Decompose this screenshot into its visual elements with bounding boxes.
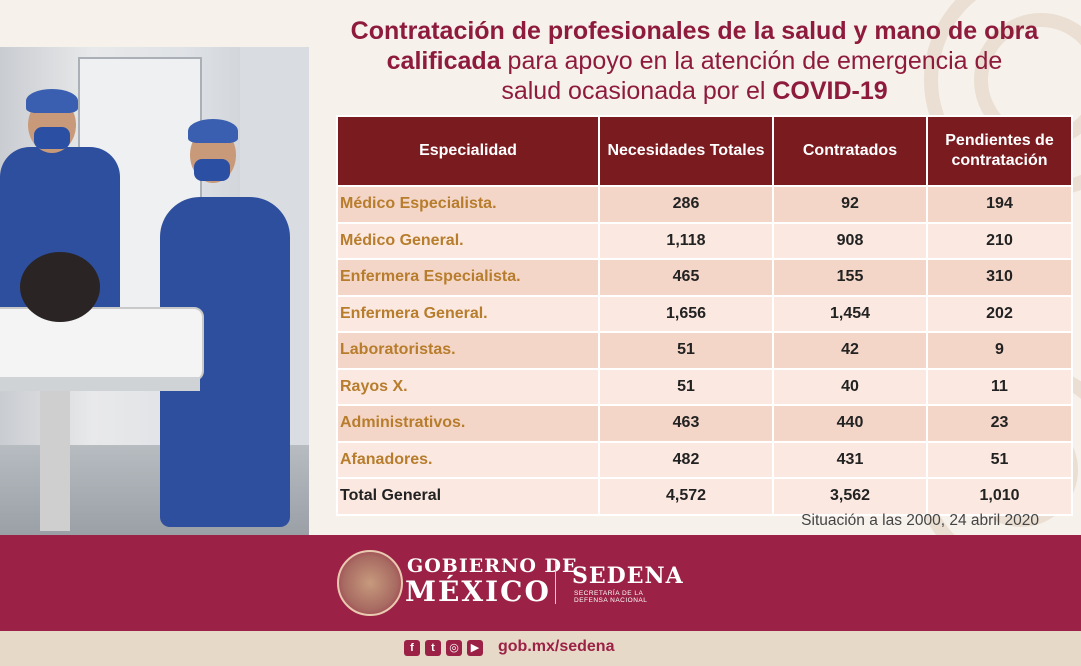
footer-divider (555, 560, 556, 604)
row-contratados: 440 (772, 404, 928, 443)
row-name: Rayos X. (336, 367, 600, 406)
title-line2-rest: para apoyo en la atención de emergencia … (500, 47, 1003, 75)
row-name: Enfermera Especialista. (336, 258, 600, 297)
mexico-label: MÉXICO (405, 575, 551, 608)
table-row: Laboratoristas. 51 42 9 (336, 331, 1073, 370)
total-pendientes: 1,010 (926, 477, 1073, 516)
header-necesidades: Necesidades Totales (598, 115, 774, 187)
page-title: Contratación de profesionales de la salu… (322, 16, 1067, 106)
row-necesidades: 1,656 (598, 294, 774, 333)
table-row: Enfermera Especialista. 465 155 310 (336, 258, 1073, 297)
row-necesidades: 51 (598, 331, 774, 370)
row-contratados: 431 (772, 440, 928, 479)
website-link[interactable]: gob.mx/sedena (498, 638, 615, 655)
row-pendientes: 11 (926, 367, 1073, 406)
row-name: Médico Especialista. (336, 185, 600, 224)
row-necesidades: 482 (598, 440, 774, 479)
status-note: Situación a las 2000, 24 abril 2020 (801, 512, 1039, 529)
row-name: Administrativos. (336, 404, 600, 443)
row-contratados: 155 (772, 258, 928, 297)
bottom-bar (0, 631, 1081, 666)
row-pendientes: 9 (926, 331, 1073, 370)
row-pendientes: 310 (926, 258, 1073, 297)
row-necesidades: 51 (598, 367, 774, 406)
title-line3-rest: salud ocasionada por el (501, 77, 773, 105)
row-contratados: 908 (772, 221, 928, 260)
table-row: Afanadores. 482 431 51 (336, 440, 1073, 479)
header-pendientes: Pendientes de contratación (926, 115, 1073, 187)
total-label: Total General (336, 477, 600, 516)
row-pendientes: 210 (926, 221, 1073, 260)
table-row: Enfermera General. 1,656 1,454 202 (336, 294, 1073, 333)
sedena-sub-line1: SECRETARÍA DE LA (574, 590, 644, 597)
header-contratados: Contratados (772, 115, 928, 187)
row-contratados: 1,454 (772, 294, 928, 333)
table-row: Médico Especialista. 286 92 194 (336, 185, 1073, 224)
total-necesidades: 4,572 (598, 477, 774, 516)
facebook-icon[interactable]: f (404, 640, 420, 656)
row-name: Médico General. (336, 221, 600, 260)
sedena-subtitle: SECRETARÍA DE LA DEFENSA NACIONAL (574, 590, 647, 604)
row-name: Laboratoristas. (336, 331, 600, 370)
table-row: Médico General. 1,118 908 210 (336, 221, 1073, 260)
title-line3-bold: COVID-19 (772, 77, 888, 105)
row-pendientes: 194 (926, 185, 1073, 224)
twitter-icon[interactable]: t (425, 640, 441, 656)
header-especialidad: Especialidad (336, 115, 600, 187)
table-row: Rayos X. 51 40 11 (336, 367, 1073, 406)
row-pendientes: 23 (926, 404, 1073, 443)
table-total-row: Total General 4,572 3,562 1,010 (336, 477, 1073, 516)
sedena-label: SEDENA (572, 563, 684, 589)
row-necesidades: 1,118 (598, 221, 774, 260)
title-line2-bold: calificada (386, 47, 501, 75)
sedena-sub-line2: DEFENSA NACIONAL (574, 597, 648, 604)
row-contratados: 42 (772, 331, 928, 370)
row-contratados: 40 (772, 367, 928, 406)
hospital-photo (0, 47, 309, 535)
row-necesidades: 465 (598, 258, 774, 297)
total-contratados: 3,562 (772, 477, 928, 516)
row-necesidades: 463 (598, 404, 774, 443)
hiring-table: Especialidad Necesidades Totales Contrat… (336, 115, 1073, 516)
title-line1: Contratación de profesionales de la salu… (350, 17, 1039, 45)
row-name: Enfermera General. (336, 294, 600, 333)
gobierno-label: GOBIERNO DE (407, 555, 578, 577)
instagram-icon[interactable]: ◎ (446, 640, 462, 656)
row-contratados: 92 (772, 185, 928, 224)
row-name: Afanadores. (336, 440, 600, 479)
table-row: Administrativos. 463 440 23 (336, 404, 1073, 443)
footer-band (0, 535, 1081, 631)
row-pendientes: 51 (926, 440, 1073, 479)
mexico-seal-icon (337, 550, 403, 616)
table-header-row: Especialidad Necesidades Totales Contrat… (336, 115, 1073, 187)
row-necesidades: 286 (598, 185, 774, 224)
row-pendientes: 202 (926, 294, 1073, 333)
youtube-icon[interactable]: ▶ (467, 640, 483, 656)
social-links: f t ◎ ▶ (404, 640, 483, 656)
